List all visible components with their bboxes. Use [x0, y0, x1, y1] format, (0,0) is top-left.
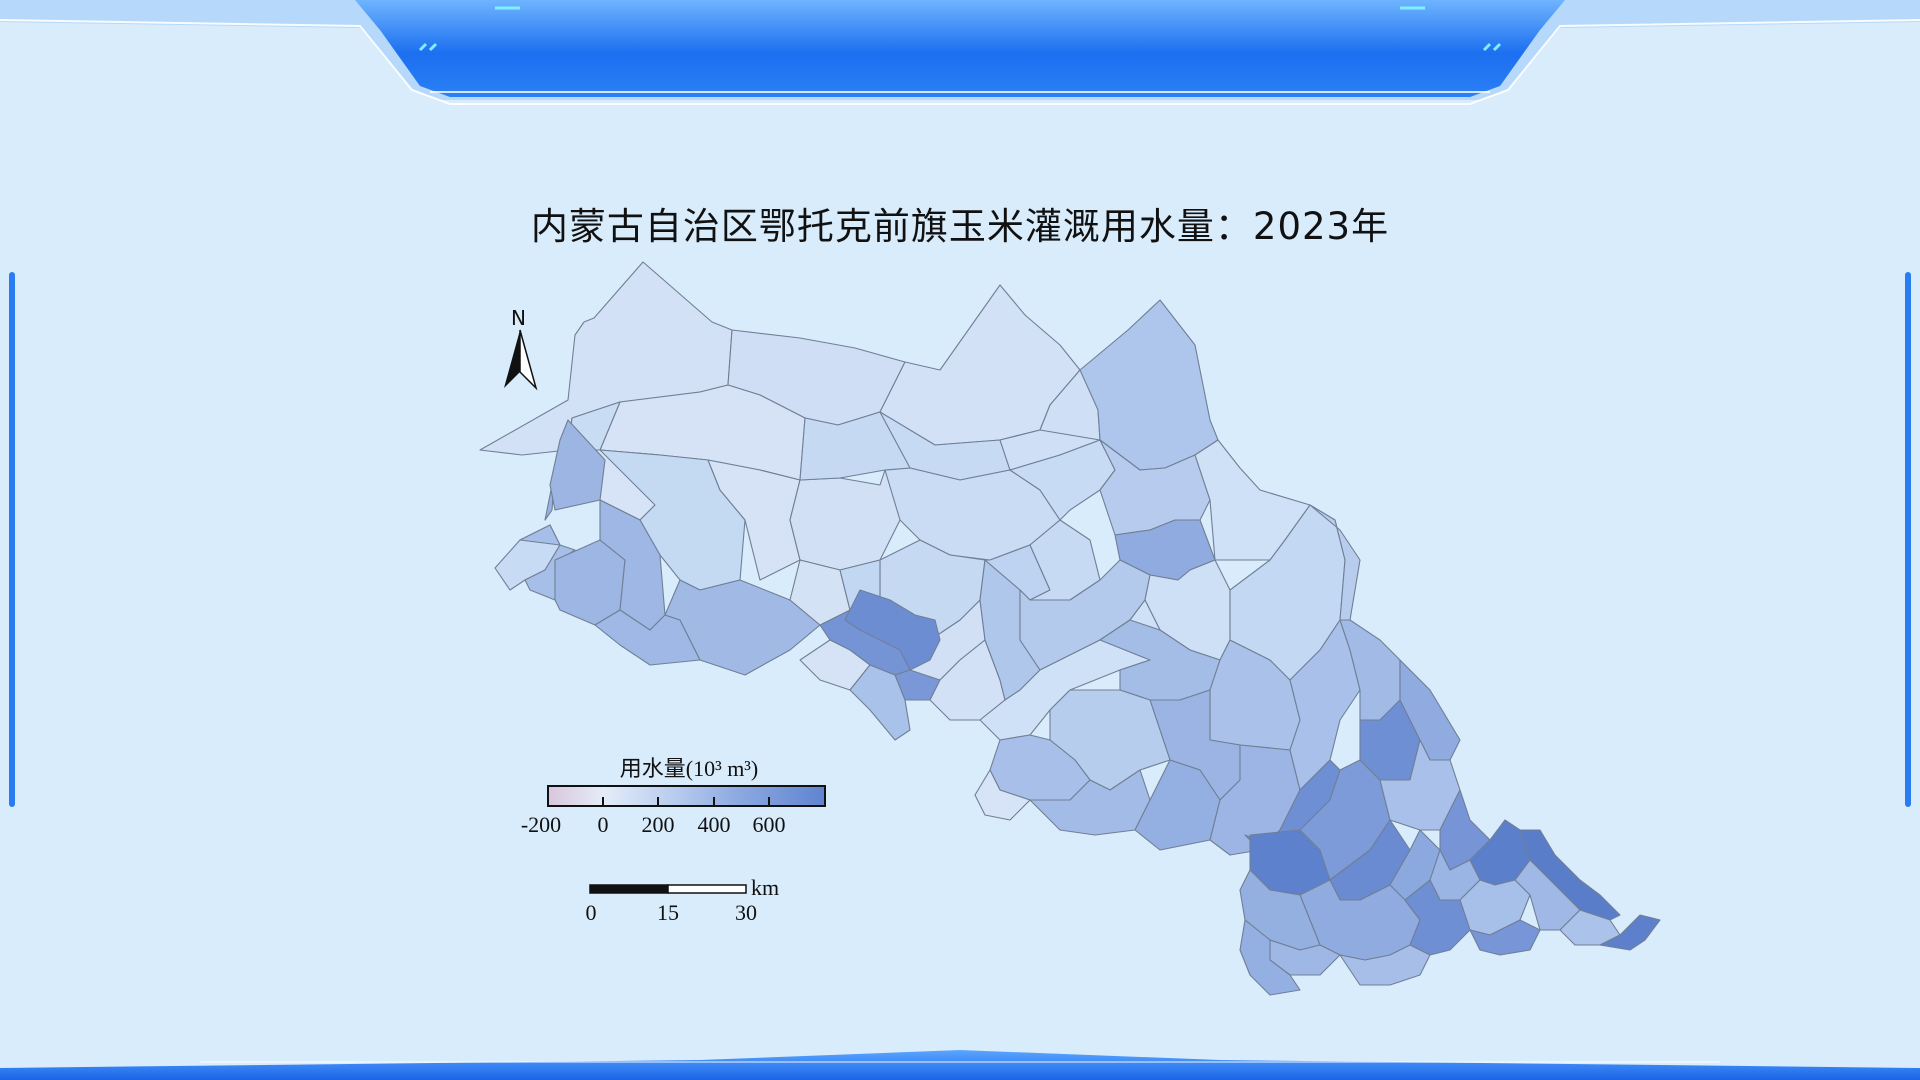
- map-regions: [479, 261, 1661, 996]
- map-region: [974, 769, 1031, 821]
- scale-tick-label: 0: [586, 900, 597, 925]
- map-region: [1339, 944, 1431, 986]
- map-region: [799, 411, 911, 481]
- side-frame-bars: [9, 272, 1911, 807]
- map-region: [549, 419, 606, 511]
- legend-tick-label: -200: [521, 812, 561, 837]
- north-arrow-label: N: [511, 306, 526, 330]
- scale-bar: km 0 15 30: [586, 875, 780, 925]
- scale-tick-label: 15: [657, 900, 679, 925]
- legend-tick-label: 600: [753, 812, 786, 837]
- color-legend: 用水量(10³ m³) -200 0 200 400 600: [521, 756, 826, 837]
- scale-unit: km: [751, 875, 779, 900]
- bottom-frame-bar: [0, 1050, 1920, 1080]
- map-region: [1599, 914, 1661, 951]
- scale-tick-label: 30: [735, 900, 757, 925]
- map-region: [1309, 504, 1361, 621]
- map-region: [849, 664, 911, 741]
- north-arrow-icon: [504, 330, 520, 388]
- map-title: 内蒙古自治区鄂托克前旗玉米灌溉用水量：2023年: [530, 205, 1390, 248]
- legend-colorbar: [547, 785, 826, 807]
- map-region: [1239, 919, 1301, 996]
- map-region: [844, 589, 941, 671]
- north-arrow: N: [504, 306, 538, 391]
- legend-tick-label: 400: [698, 812, 731, 837]
- legend-title: 用水量(10³ m³): [620, 756, 758, 781]
- top-frame-banner: [0, 0, 1920, 105]
- map-region: [1469, 919, 1541, 956]
- map-region: [1514, 859, 1581, 931]
- legend-tick-label: 0: [598, 812, 609, 837]
- legend-tick-label: 200: [642, 812, 675, 837]
